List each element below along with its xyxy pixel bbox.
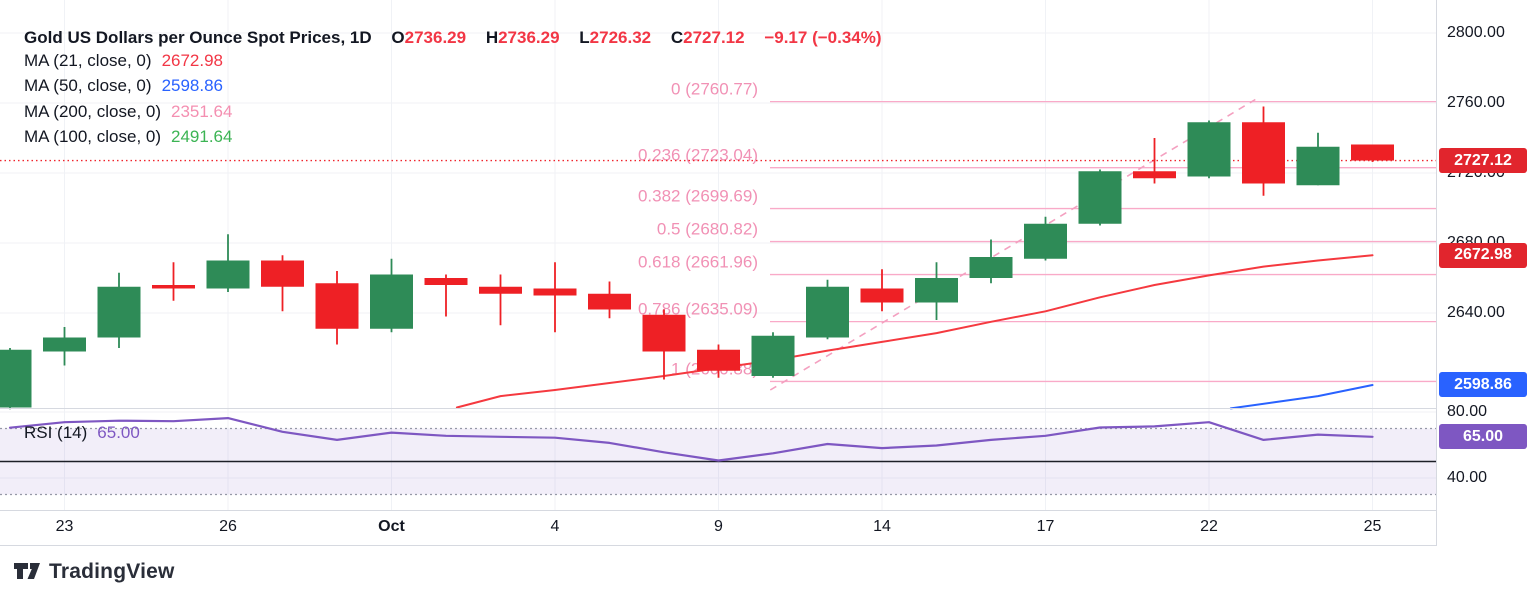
price-badge: 2598.86: [1439, 372, 1527, 398]
time-axis[interactable]: 23 26 Oct 4 9 14 17 22 25: [0, 511, 1437, 545]
indicator-ma-50[interactable]: MA (50, close, 0) 2598.86: [24, 76, 224, 96]
candle: [1296, 146, 1340, 186]
time-label: 25: [1363, 518, 1382, 535]
time-label: 17: [1036, 518, 1055, 535]
time-label: 23: [55, 518, 74, 535]
candle: [697, 349, 740, 371]
indicator-rsi[interactable]: RSI (14) 65.00: [24, 423, 140, 443]
ohlc-open: O2736.29: [391, 28, 467, 47]
candle: [261, 260, 304, 287]
time-label: 26: [219, 518, 237, 535]
symbol-title: Gold US Dollars per Ounce Spot Prices, 1…: [24, 28, 372, 47]
ma21-line: [455, 254, 1374, 409]
candle: [1133, 171, 1176, 179]
candle: [1187, 122, 1231, 177]
candle: [806, 286, 849, 338]
legend: Gold US Dollars per Ounce Spot Prices, 1…: [24, 28, 882, 150]
fib-trendline: [769, 98, 1256, 391]
time-label: Oct: [378, 518, 405, 535]
candle: [152, 285, 195, 289]
rsi-line: [8, 417, 1374, 462]
ohlc-low: L2726.32: [579, 28, 652, 47]
time-label: 22: [1200, 518, 1218, 535]
time-label: 4: [550, 518, 560, 535]
candle: [0, 349, 32, 408]
ma50-line: [1229, 384, 1374, 410]
candle: [97, 286, 141, 338]
fib-level-label: 0 (2760.77): [671, 80, 758, 99]
candle: [315, 283, 359, 329]
tradingview-mark-icon: [14, 562, 40, 579]
indicator-ma-200[interactable]: MA (200, close, 0) 2351.64: [24, 101, 233, 121]
candle: [860, 288, 904, 303]
candle: [1351, 144, 1394, 161]
chart-canvas[interactable]: 0 (2760.77) 0.236 (2723.04) 0.382 (2699.69…: [0, 0, 1437, 546]
candle: [588, 293, 631, 310]
fib-level-label: 0.618 (2661.96): [638, 253, 758, 272]
fib-level-label: 0.236 (2723.04): [638, 146, 758, 165]
candle: [479, 286, 522, 294]
rsi-label: RSI (14): [24, 423, 88, 442]
price-tick-label: 2760.00: [1447, 94, 1505, 111]
candle: [915, 278, 958, 303]
candle: [43, 337, 86, 352]
candle: [424, 278, 468, 285]
price-badge: 2672.98: [1439, 242, 1527, 268]
candle: [1024, 223, 1067, 259]
ohlc-close: C2727.12: [670, 28, 745, 47]
symbol-legend-row[interactable]: Gold US Dollars per Ounce Spot Prices, 1…: [24, 28, 882, 48]
price-axis[interactable]: 2800.002760.002720.002680.002640.0080.00…: [1437, 0, 1536, 545]
tradingview-logo-text: TradingView: [49, 560, 175, 583]
candle: [642, 314, 686, 352]
fib-level-label: 0.5 (2680.82): [657, 220, 758, 239]
candle: [969, 257, 1013, 278]
time-label: 14: [873, 518, 891, 535]
indicator-ma-21[interactable]: MA (21, close, 0) 2672.98: [24, 51, 224, 70]
tradingview-logo[interactable]: TradingView: [14, 560, 175, 584]
indicator-ma-100[interactable]: MA (100, close, 0) 2491.64: [24, 127, 233, 147]
change-value: −9.17 (−0.34%): [764, 28, 882, 47]
time-label: 9: [714, 518, 723, 535]
fib-level-label: 0.382 (2699.69): [638, 187, 758, 206]
rsi-tick-label: 40.00: [1447, 469, 1488, 486]
candle: [1078, 171, 1122, 224]
candle: [533, 288, 577, 296]
price-badge: 2727.12: [1439, 148, 1527, 174]
candle: [1242, 122, 1285, 184]
price-tick-label: 2800.00: [1447, 24, 1505, 41]
rsi-badge: 65.00: [1439, 424, 1527, 450]
rsi-value: 65.00: [97, 423, 140, 442]
price-tick-label: 2640.00: [1447, 304, 1505, 321]
rsi-tick-label: 80.00: [1447, 403, 1488, 420]
candle: [751, 335, 795, 376]
candle: [370, 274, 413, 329]
candle: [206, 260, 250, 289]
ohlc-high: H2736.29: [485, 28, 560, 47]
fib-level-label: 0.786 (2635.09): [638, 300, 758, 319]
